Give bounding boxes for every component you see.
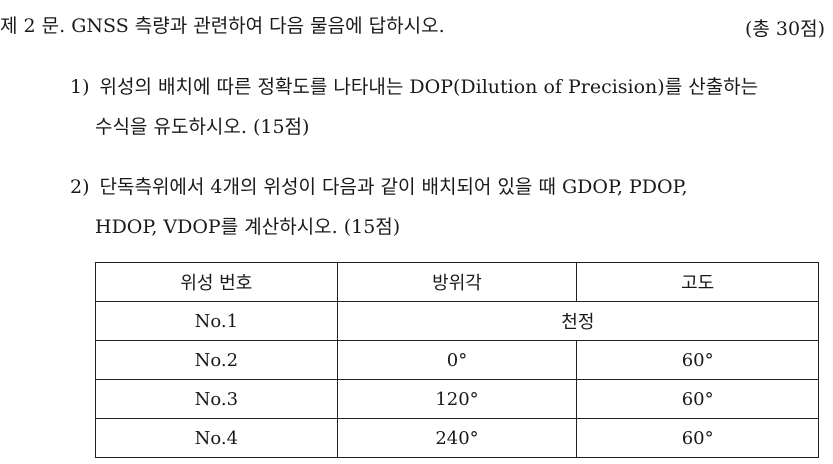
subquestion-1-text-1: 위성의 배치에 따른 정확도를 나타내는 DOP(Dilution of Pre…	[99, 76, 759, 98]
header-satellite-number: 위성 번호	[95, 262, 338, 302]
table-row: No.4 240° 60°	[95, 418, 819, 458]
subquestion-2-text-2: HDOP, VDOP를 계산하시오. (15점)	[95, 216, 401, 238]
satellite-table: 위성 번호 방위각 고도 No.1 천정 No.2 0° 60° No.3 12…	[95, 262, 820, 458]
table-header-row: 위성 번호 방위각 고도	[95, 262, 819, 302]
header-azimuth: 방위각	[336, 262, 578, 302]
cell-satellite-number: No.3	[95, 379, 338, 419]
cell-elevation: 60°	[576, 379, 819, 419]
cell-zenith: 천정	[336, 301, 820, 341]
cell-satellite-number: No.4	[95, 418, 338, 458]
table-row: No.3 120° 60°	[95, 379, 819, 419]
cell-azimuth: 0°	[336, 340, 578, 380]
subquestion-2-text-1: 단독측위에서 4개의 위성이 다음과 같이 배치되어 있을 때 GDOP, PD…	[99, 176, 688, 198]
table-row: No.1 천정	[95, 301, 820, 341]
cell-azimuth: 120°	[336, 379, 578, 419]
question-header: 제 2 문. GNSS 측량과 관련하여 다음 물음에 답하시오.	[0, 15, 445, 37]
subquestion-1-number: 1)	[70, 76, 90, 98]
cell-elevation: 60°	[576, 340, 819, 380]
subquestion-1-text-2: 수식을 유도하시오. (15점)	[95, 116, 310, 138]
question-points: (총 30점)	[744, 18, 825, 40]
cell-satellite-number: No.2	[95, 340, 338, 380]
table-row: No.2 0° 60°	[95, 340, 819, 380]
cell-satellite-number: No.1	[95, 301, 338, 341]
subquestion-2-line-1: 2) 단독측위에서 4개의 위성이 다음과 같이 배치되어 있을 때 GDOP, …	[70, 175, 688, 199]
header-elevation: 고도	[576, 262, 819, 302]
subquestion-1-line-1: 1) 위성의 배치에 따른 정확도를 나타내는 DOP(Dilution of P…	[70, 75, 758, 99]
subquestion-2-number: 2)	[70, 176, 90, 198]
cell-azimuth: 240°	[336, 418, 578, 458]
cell-elevation: 60°	[576, 418, 819, 458]
